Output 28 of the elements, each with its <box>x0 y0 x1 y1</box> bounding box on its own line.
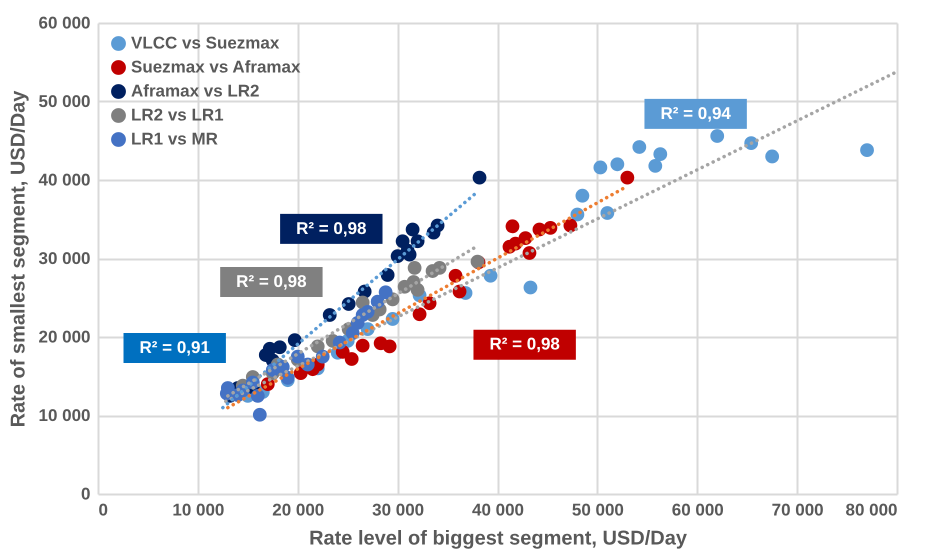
y-tick-label: 30 000 <box>38 249 90 268</box>
x-tick-label: 0 <box>98 500 108 520</box>
annotation: R² = 0,98 <box>489 334 560 354</box>
x-tick-label: 20 000 <box>272 500 324 520</box>
y-tick-label: 20 000 <box>38 328 90 346</box>
annotation: R² = 0,94 <box>660 104 732 123</box>
y-tick-label: 40 000 <box>38 170 90 190</box>
x-tick-label: 30 000 <box>372 500 424 520</box>
x-tick-label: 80 000 <box>846 500 898 520</box>
legend-label: Suezmax vs Aframax <box>131 58 302 76</box>
y-tick-label: 0 <box>81 484 90 504</box>
x-tick-label: 40 000 <box>472 500 524 520</box>
y-tick-label: 60 000 <box>38 14 90 32</box>
x-tick-label: 10 000 <box>172 500 224 520</box>
legend-label: LR2 vs LR1 <box>131 106 224 124</box>
y-tick-label: 10 000 <box>38 406 90 425</box>
x-tick-label: 50 000 <box>572 500 624 520</box>
x-tick-label: 60 000 <box>672 500 724 520</box>
legend-label: VLCC vs Suezmax <box>131 34 280 52</box>
annotation: R² = 0,98 <box>296 218 367 238</box>
legend-label: LR1 vs MR <box>131 130 218 148</box>
legend-label: Aframax vs LR2 <box>131 82 260 100</box>
annotation: R² = 0,91 <box>140 338 210 357</box>
annotation: R² = 0,98 <box>236 272 307 292</box>
y-tick-label: 50 000 <box>38 92 90 111</box>
y-axis-title: Rate of smallest segment, USD/Day <box>8 90 30 428</box>
x-axis-title: Rate level of biggest segment, USD/Day <box>309 528 688 550</box>
x-tick-label: 70 000 <box>772 500 824 520</box>
